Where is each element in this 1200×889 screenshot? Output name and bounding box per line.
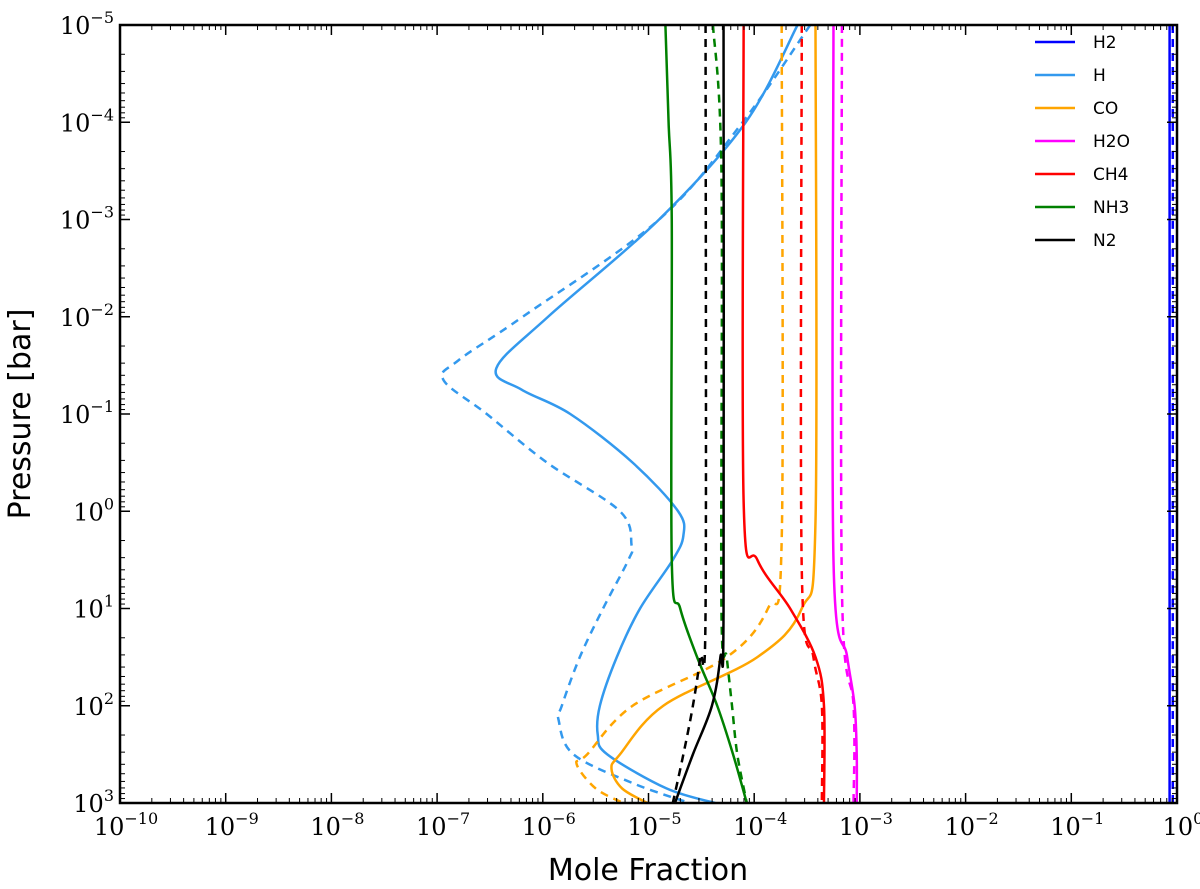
x-tick-label: 100	[1163, 809, 1200, 841]
series-line-h	[494, 25, 799, 803]
series-line-n2-dashed	[671, 25, 708, 803]
series-line-h2o	[831, 25, 859, 803]
x-tick-label: 10−1	[1050, 809, 1104, 841]
series-layer	[440, 25, 1175, 803]
legend-label-h2: H2	[1093, 33, 1117, 53]
y-tick-label: 10−5	[60, 8, 114, 40]
series-line-h2o-dashed	[839, 25, 856, 803]
legend-label-h2o: H2O	[1093, 132, 1130, 152]
series-line-co	[610, 25, 818, 803]
series-line-co-dashed	[575, 25, 784, 803]
y-tick-label: 10−1	[60, 397, 114, 429]
y-tick-label: 10−2	[60, 300, 114, 332]
x-tick-label: 10−5	[627, 809, 681, 841]
y-tick-label: 101	[73, 592, 114, 624]
legend-label-h: H	[1093, 66, 1106, 86]
y-tick-label: 10−4	[60, 105, 114, 137]
series-line-ch4-dashed	[799, 25, 824, 803]
x-tick-label: 10−6	[522, 809, 576, 841]
x-tick-label: 10−4	[733, 809, 787, 841]
y-tick-label: 103	[73, 786, 114, 818]
y-tick-label: 100	[73, 494, 114, 526]
x-tick-label: 10−8	[310, 809, 364, 841]
legend-label-ch4: CH4	[1093, 165, 1128, 185]
x-tick-label: 10−9	[205, 809, 259, 841]
y-tick-label: 10−3	[60, 203, 114, 235]
legend-label-nh3: NH3	[1093, 198, 1129, 218]
series-line-h-dashed	[440, 25, 812, 803]
x-tick-label: 10−10	[94, 809, 158, 841]
x-tick-label: 10−3	[839, 809, 893, 841]
legend: H2 H CO H2O CH4 NH3 N2	[1035, 33, 1130, 251]
y-tick-label: 102	[73, 689, 114, 721]
x-tick-label: 10−2	[945, 809, 999, 841]
plot-frame	[118, 23, 1179, 805]
x-tick-label: 10−7	[416, 809, 470, 841]
series-line-nh3	[664, 25, 749, 803]
x-axis-label: Mole Fraction	[548, 853, 748, 888]
y-axis-label: Pressure [bar]	[3, 309, 38, 520]
series-line-n2	[673, 25, 726, 803]
legend-label-n2: N2	[1093, 231, 1117, 251]
legend-label-co: CO	[1093, 99, 1118, 119]
ticks-layer: 10−10 10−9 10−8 10−7 10−6 10−5 10−4 10−3 10−2 10−…	[60, 8, 1200, 841]
series-line-ch4	[741, 25, 826, 803]
